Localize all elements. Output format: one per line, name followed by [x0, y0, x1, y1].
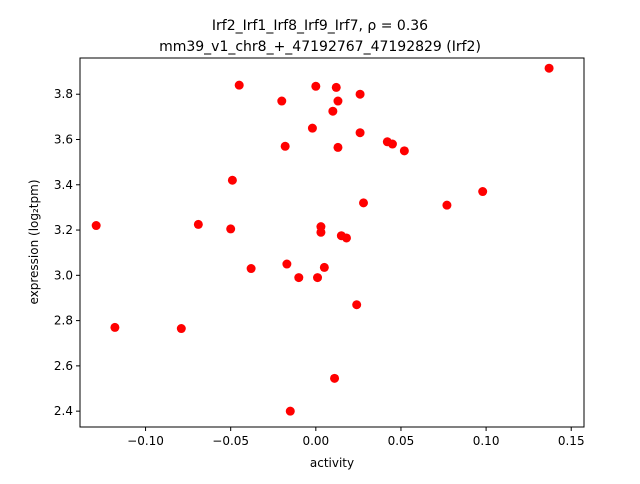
- plot-area-frame: [79, 57, 585, 428]
- x-axis-ticks: −0.10 −0.05 0.00 0.05 0.10 0.15: [127, 427, 585, 448]
- data-point: [307, 123, 317, 133]
- y-tick-label: 3.0: [54, 268, 73, 282]
- data-point: [387, 139, 397, 149]
- x-tick-label: 0.10: [473, 434, 500, 448]
- data-point: [359, 198, 368, 208]
- chart-title-line-2: mm39_v1_chr8_+_47192767_47192829 (Irf2): [159, 39, 481, 55]
- chart-title-line-1: Irf2_Irf1_Irf8_Irf9_Irf7, ρ = 0.36: [212, 18, 428, 34]
- data-point: [313, 273, 323, 283]
- data-point: [316, 227, 326, 237]
- data-points: [91, 63, 554, 416]
- data-point: [399, 146, 409, 156]
- data-point: [234, 80, 244, 90]
- x-tick-label: −0.10: [127, 434, 164, 448]
- x-tick-label: 0.00: [302, 434, 329, 448]
- y-tick-label: 3.8: [54, 87, 73, 101]
- data-point: [478, 187, 488, 197]
- data-point: [280, 141, 290, 151]
- data-point: [294, 273, 304, 283]
- y-tick-label: 3.6: [54, 132, 73, 146]
- data-point: [227, 175, 237, 185]
- data-point: [355, 128, 365, 138]
- data-point: [91, 221, 101, 231]
- data-point: [355, 89, 365, 99]
- data-point: [352, 300, 362, 310]
- y-axis-label: expression (log₂tpm): [27, 179, 41, 304]
- data-point: [311, 81, 321, 91]
- y-tick-label: 3.2: [54, 223, 73, 237]
- data-point: [246, 264, 256, 274]
- y-tick-label: 2.8: [54, 314, 73, 328]
- x-tick-label: −0.05: [212, 434, 249, 448]
- data-point: [544, 63, 554, 73]
- data-point: [333, 142, 343, 152]
- x-axis-label: activity: [310, 456, 354, 470]
- data-point: [442, 200, 452, 210]
- data-point: [110, 322, 120, 332]
- data-point: [330, 373, 340, 383]
- data-point: [277, 96, 287, 106]
- data-point: [331, 82, 341, 92]
- y-tick-label: 2.6: [54, 359, 73, 373]
- data-point: [328, 106, 338, 116]
- x-tick-label: 0.05: [388, 434, 415, 448]
- data-point: [285, 406, 295, 416]
- data-point: [333, 96, 343, 106]
- x-tick-label: 0.15: [558, 434, 585, 448]
- data-point: [176, 324, 186, 334]
- y-tick-label: 3.4: [54, 178, 73, 192]
- data-point: [282, 259, 292, 269]
- y-axis-ticks: 2.4 2.6 2.8 3.0 3.2 3.4 3.6 3.8: [54, 87, 80, 418]
- data-point: [193, 219, 203, 229]
- data-point: [226, 224, 236, 234]
- y-tick-label: 2.4: [54, 404, 73, 418]
- data-point: [319, 262, 329, 272]
- data-point: [341, 233, 351, 243]
